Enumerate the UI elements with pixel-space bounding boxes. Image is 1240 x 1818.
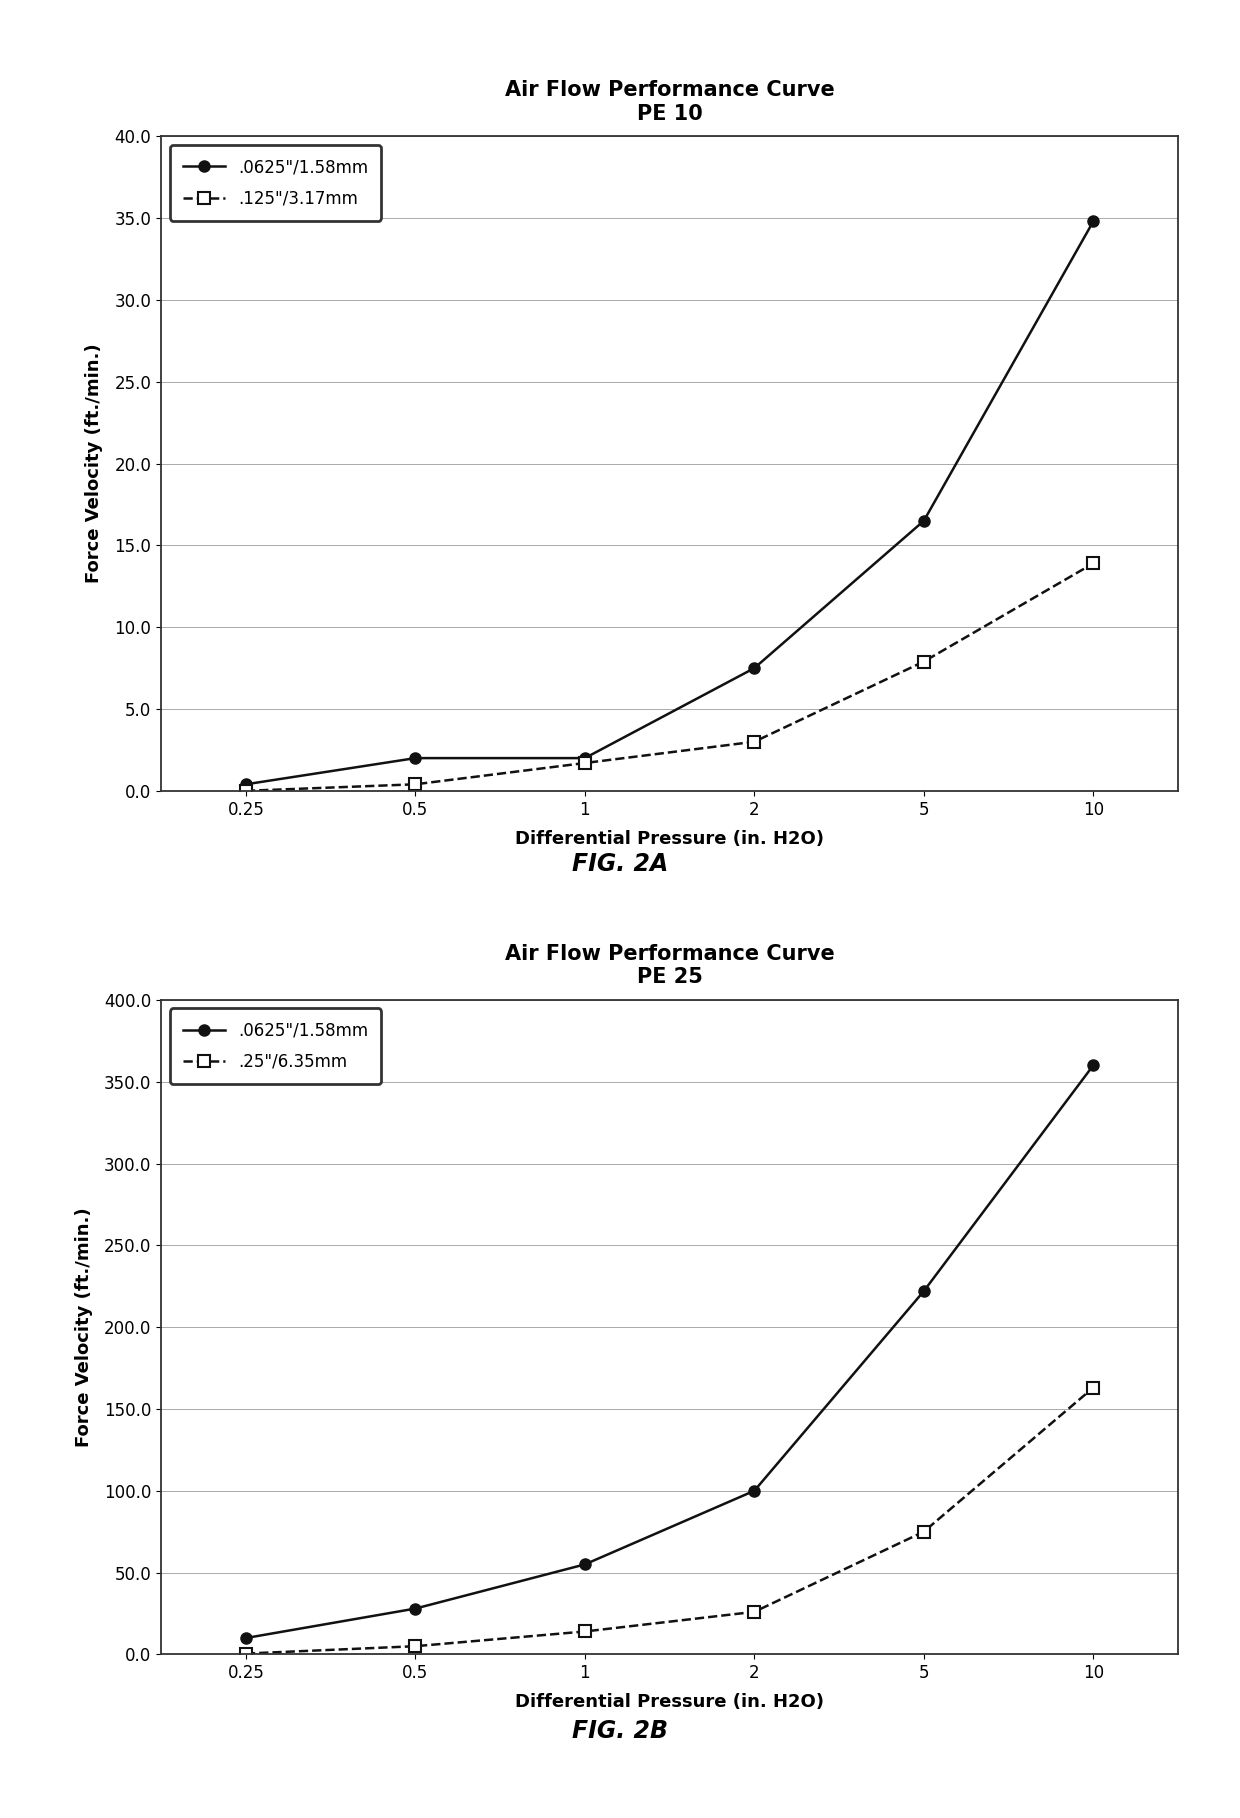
Line: .0625"/1.58mm: .0625"/1.58mm xyxy=(241,216,1099,789)
Y-axis label: Force Velocity (ft./min.): Force Velocity (ft./min.) xyxy=(74,1207,93,1447)
.0625"/1.58mm xyxy=(578,747,593,769)
.0625"/1.58mm xyxy=(916,511,931,533)
X-axis label: Differential Pressure (in. H2O): Differential Pressure (in. H2O) xyxy=(515,829,825,847)
.0625"/1.58mm xyxy=(408,747,423,769)
Legend: .0625"/1.58mm, .125"/3.17mm: .0625"/1.58mm, .125"/3.17mm xyxy=(170,145,382,220)
X-axis label: Differential Pressure (in. H2O): Differential Pressure (in. H2O) xyxy=(515,1693,825,1711)
Line: .0625"/1.58mm: .0625"/1.58mm xyxy=(241,1060,1099,1643)
Y-axis label: Force Velocity (ft./min.): Force Velocity (ft./min.) xyxy=(86,344,103,584)
.125"/3.17mm xyxy=(238,780,253,802)
Line: .125"/3.17mm: .125"/3.17mm xyxy=(241,558,1099,796)
.125"/3.17mm xyxy=(408,773,423,794)
Text: FIG. 2A: FIG. 2A xyxy=(572,851,668,876)
.25"/6.35mm xyxy=(238,1643,253,1665)
.0625"/1.58mm xyxy=(238,773,253,794)
.0625"/1.58mm xyxy=(916,1280,931,1302)
.125"/3.17mm xyxy=(1086,553,1101,574)
.25"/6.35mm xyxy=(746,1602,761,1623)
.125"/3.17mm xyxy=(916,651,931,673)
.0625"/1.58mm xyxy=(746,658,761,680)
.0625"/1.58mm xyxy=(238,1627,253,1649)
Text: FIG. 2B: FIG. 2B xyxy=(572,1718,668,1743)
.0625"/1.58mm xyxy=(408,1598,423,1620)
.0625"/1.58mm xyxy=(1086,1054,1101,1076)
.25"/6.35mm xyxy=(578,1620,593,1642)
.0625"/1.58mm xyxy=(746,1480,761,1502)
Title: Air Flow Performance Curve
PE 25: Air Flow Performance Curve PE 25 xyxy=(505,944,835,987)
Line: .25"/6.35mm: .25"/6.35mm xyxy=(241,1382,1099,1660)
.0625"/1.58mm xyxy=(578,1553,593,1574)
.125"/3.17mm xyxy=(746,731,761,753)
.25"/6.35mm xyxy=(408,1636,423,1658)
.0625"/1.58mm xyxy=(1086,211,1101,233)
.25"/6.35mm xyxy=(916,1520,931,1542)
.25"/6.35mm xyxy=(1086,1376,1101,1398)
.125"/3.17mm xyxy=(578,753,593,774)
Legend: .0625"/1.58mm, .25"/6.35mm: .0625"/1.58mm, .25"/6.35mm xyxy=(170,1009,382,1084)
Title: Air Flow Performance Curve
PE 10: Air Flow Performance Curve PE 10 xyxy=(505,80,835,124)
